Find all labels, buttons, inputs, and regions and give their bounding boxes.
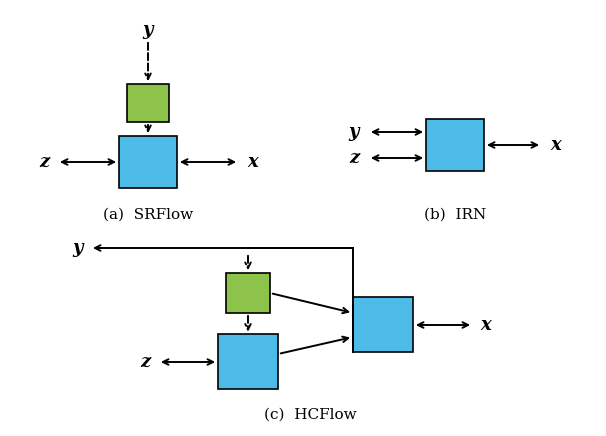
Text: x: x xyxy=(551,136,561,154)
Bar xyxy=(127,84,169,122)
Text: (c)  HCFlow: (c) HCFlow xyxy=(264,408,356,422)
Text: z: z xyxy=(349,149,359,167)
Text: z: z xyxy=(39,153,49,171)
Text: (b)  IRN: (b) IRN xyxy=(424,208,486,222)
Text: x: x xyxy=(248,153,258,171)
Text: y: y xyxy=(73,239,83,257)
Text: (a)  SRFlow: (a) SRFlow xyxy=(103,208,193,222)
Text: z: z xyxy=(140,353,150,371)
Bar xyxy=(226,273,270,313)
Text: y: y xyxy=(348,123,359,141)
Bar xyxy=(218,334,278,389)
Bar xyxy=(353,297,413,352)
Text: x: x xyxy=(481,316,491,334)
Bar xyxy=(426,119,484,171)
Bar xyxy=(119,136,177,188)
Text: y: y xyxy=(143,21,153,39)
